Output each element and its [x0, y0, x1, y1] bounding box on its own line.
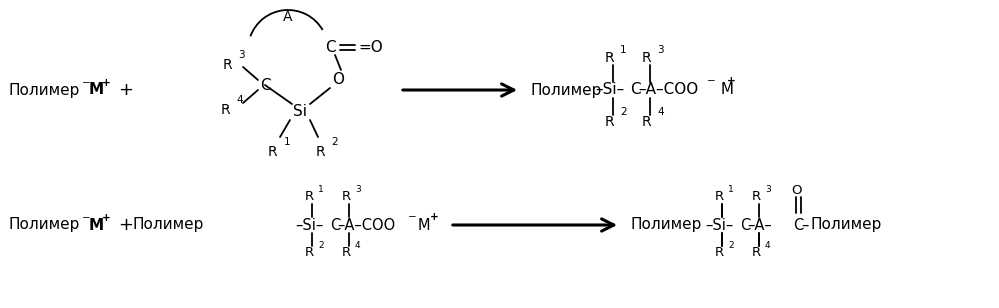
- Text: −: −: [707, 76, 715, 86]
- Text: –A–: –A–: [747, 217, 772, 233]
- Text: +: +: [430, 212, 439, 222]
- Text: –A–COO: –A–COO: [638, 83, 698, 98]
- Text: +: +: [118, 216, 133, 234]
- Text: A: A: [284, 10, 293, 24]
- Text: 2: 2: [620, 107, 626, 117]
- Text: R: R: [221, 103, 231, 117]
- Text: C: C: [740, 217, 750, 233]
- Text: –: –: [801, 217, 808, 233]
- Text: Полимер: Полимер: [530, 83, 601, 98]
- Text: M: M: [89, 217, 104, 233]
- Text: Полимер: Полимер: [8, 217, 79, 233]
- Text: +: +: [102, 213, 111, 223]
- Text: R: R: [305, 191, 314, 204]
- Text: R: R: [316, 145, 326, 159]
- Text: R: R: [752, 246, 761, 260]
- Text: +: +: [727, 76, 735, 86]
- Text: −: −: [82, 213, 91, 223]
- Text: Полимер: Полимер: [811, 217, 882, 233]
- Text: 1: 1: [284, 137, 291, 147]
- Text: R: R: [715, 246, 724, 260]
- Text: R: R: [605, 51, 614, 65]
- Text: +: +: [102, 78, 111, 88]
- Text: 2: 2: [331, 137, 338, 147]
- Text: R: R: [223, 58, 233, 72]
- Text: R: R: [715, 191, 724, 204]
- Text: O: O: [332, 72, 344, 87]
- Text: Полимер: Полимер: [8, 83, 79, 98]
- Text: =O: =O: [358, 39, 383, 55]
- Text: C: C: [325, 39, 336, 55]
- Text: −: −: [82, 78, 91, 88]
- Text: 4: 4: [236, 95, 243, 105]
- Text: 4: 4: [355, 241, 361, 249]
- Text: C: C: [630, 83, 640, 98]
- Text: R: R: [752, 191, 761, 204]
- Text: C: C: [330, 217, 341, 233]
- Text: C: C: [260, 78, 271, 92]
- Text: 3: 3: [238, 50, 245, 60]
- Text: R: R: [342, 246, 351, 260]
- Text: O: O: [791, 184, 801, 197]
- Text: 3: 3: [765, 185, 771, 194]
- Text: –Si–: –Si–: [295, 217, 324, 233]
- Text: R: R: [342, 191, 351, 204]
- Text: 4: 4: [657, 107, 663, 117]
- Text: 1: 1: [620, 45, 626, 55]
- Text: R: R: [605, 115, 614, 129]
- Text: R: R: [305, 246, 314, 260]
- Text: –A–COO: –A–COO: [337, 217, 396, 233]
- Text: −: −: [408, 212, 417, 222]
- Text: 3: 3: [657, 45, 663, 55]
- Text: 1: 1: [728, 185, 733, 194]
- Text: –Si–: –Si–: [595, 83, 624, 98]
- Text: M: M: [418, 217, 431, 233]
- Text: R: R: [642, 115, 651, 129]
- Text: +: +: [118, 81, 133, 99]
- Text: R: R: [642, 51, 651, 65]
- Text: Полимер: Полимер: [630, 217, 701, 233]
- Text: C: C: [793, 217, 803, 233]
- Text: R: R: [268, 145, 278, 159]
- Text: M: M: [716, 83, 734, 98]
- Text: 4: 4: [765, 241, 770, 249]
- Text: 2: 2: [728, 241, 733, 249]
- Text: 2: 2: [318, 241, 324, 249]
- Text: Si: Si: [293, 104, 307, 120]
- Text: 3: 3: [355, 185, 361, 194]
- Text: 1: 1: [318, 185, 324, 194]
- Text: Полимер: Полимер: [133, 217, 205, 233]
- Text: M: M: [89, 83, 104, 98]
- Text: –Si–: –Si–: [705, 217, 733, 233]
